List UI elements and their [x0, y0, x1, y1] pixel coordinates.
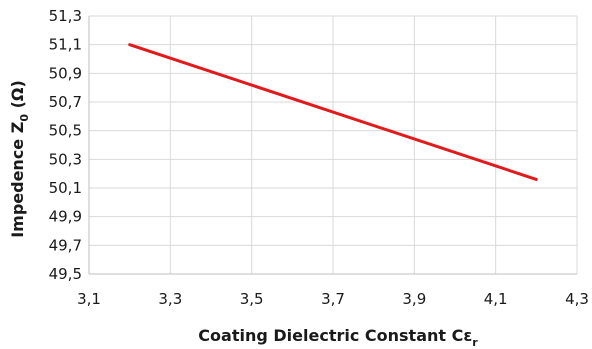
x-tick-label: 3,9 — [402, 290, 426, 308]
y-tick-label: 49,9 — [49, 208, 82, 226]
x-axis-label-sub: r — [472, 336, 478, 349]
y-axis-label-pre: Impedence Z — [8, 122, 27, 238]
x-tick-label: 4,1 — [484, 290, 508, 308]
series-layer — [128, 43, 538, 181]
x-tick-label: 3,5 — [240, 290, 264, 308]
x-tick-label: 3,7 — [321, 290, 345, 308]
y-tick-label: 50,7 — [49, 93, 82, 111]
y-axis-label: Impedence Z0 (Ω) — [8, 80, 31, 238]
y-tick-label: 49,5 — [49, 265, 82, 283]
y-tick-label: 50,5 — [49, 122, 82, 140]
x-axis-label-main: Coating Dielectric Constant Cε — [198, 326, 472, 345]
y-tick-label: 50,1 — [49, 179, 82, 197]
tick-label-layer: 49,5 49,7 49,9 50,1 50,3 50,5 50,7 50,9 51,1 51,3… — [49, 7, 589, 308]
series-line — [128, 43, 538, 181]
x-tick-label: 4,3 — [565, 290, 589, 308]
y-tick-label: 50,9 — [49, 64, 82, 82]
y-tick-label: 51,3 — [49, 7, 82, 25]
y-tick-label: 50,3 — [49, 150, 82, 168]
axis-layer — [88, 16, 577, 275]
x-axis-label: Coating Dielectric Constant Cεr — [198, 326, 478, 349]
y-axis-label-sub: 0 — [18, 114, 31, 122]
grid-layer — [89, 15, 578, 274]
y-axis-label-post: (Ω) — [8, 80, 27, 114]
y-tick-label: 49,7 — [49, 236, 82, 254]
x-tick-label: 3,3 — [158, 290, 182, 308]
y-tick-label: 51,1 — [49, 36, 82, 54]
x-tick-label: 3,1 — [77, 290, 101, 308]
